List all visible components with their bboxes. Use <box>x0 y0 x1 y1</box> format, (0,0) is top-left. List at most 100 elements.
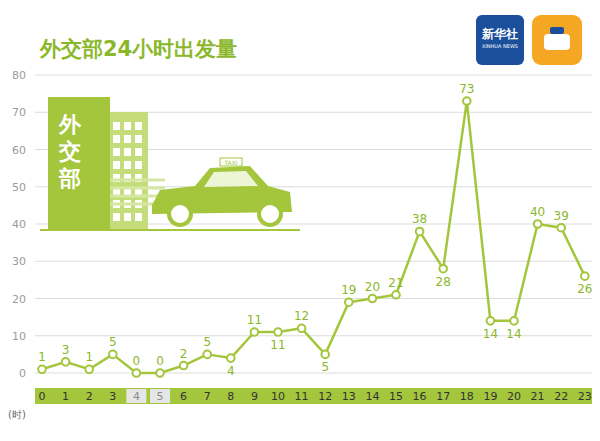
x-tick-label: 5 <box>157 390 164 403</box>
x-tick-label: 2 <box>86 390 93 403</box>
data-label: 5 <box>109 335 117 349</box>
y-tick-label: 40 <box>12 218 26 231</box>
x-tick-label: 17 <box>436 390 450 403</box>
marker <box>85 365 93 373</box>
data-label: 5 <box>203 335 211 349</box>
x-tick-label: 14 <box>365 390 379 403</box>
marker <box>487 317 495 325</box>
data-label: 19 <box>341 283 356 297</box>
title: 外交部24小时出发量 <box>39 37 237 61</box>
speed-line <box>110 187 165 190</box>
taxi-sign-text: TAXI <box>223 159 237 166</box>
marker <box>203 351 211 359</box>
marker <box>62 358 70 366</box>
window <box>124 161 131 169</box>
x-tick-label: 4 <box>133 390 140 403</box>
line <box>42 101 585 373</box>
marker <box>581 272 589 280</box>
y-tick-label: 60 <box>12 144 26 157</box>
data-label: 12 <box>294 309 309 323</box>
building-label: 部 <box>58 166 81 191</box>
marker <box>369 295 377 303</box>
x-axis-label: (时) <box>8 409 26 420</box>
window <box>113 148 120 156</box>
building <box>48 97 110 230</box>
marker <box>392 291 400 299</box>
data-label: 28 <box>436 275 451 289</box>
marker <box>463 97 471 105</box>
marker <box>133 369 141 377</box>
data-label: 4 <box>227 364 235 378</box>
chart: 01020304050607080外交部24小时出发量外交部TAXI新华社XIN… <box>0 0 600 441</box>
marker <box>156 369 164 377</box>
x-tick-label: 12 <box>318 390 332 403</box>
data-label: 2 <box>180 347 188 361</box>
data-label: 38 <box>412 212 427 226</box>
y-tick-label: 0 <box>19 367 26 380</box>
taxi-app-icon <box>544 34 570 50</box>
marker <box>534 220 542 228</box>
window <box>124 148 131 156</box>
data-label: 14 <box>483 327 498 341</box>
data-label: 21 <box>388 276 403 290</box>
marker <box>180 362 188 370</box>
x-tick-label: 23 <box>578 390 592 403</box>
x-tick-label: 10 <box>271 390 285 403</box>
x-tick-label: 13 <box>342 390 356 403</box>
y-tick-label: 10 <box>12 330 26 343</box>
taxi-app-logo <box>532 15 582 65</box>
data-label: 5 <box>321 360 329 374</box>
xinhua-logo <box>476 15 524 65</box>
window <box>124 135 131 143</box>
x-tick-label: 16 <box>413 390 427 403</box>
x-tick-label: 15 <box>389 390 403 403</box>
x-tick-label: 19 <box>483 390 497 403</box>
data-label: 40 <box>530 205 545 219</box>
ground <box>40 229 300 231</box>
window <box>135 148 142 156</box>
x-tick-bg <box>150 389 170 403</box>
marker <box>109 351 117 359</box>
marker <box>416 228 424 236</box>
window <box>135 213 142 221</box>
x-tick-label: 3 <box>109 390 116 403</box>
y-tick-label: 70 <box>12 106 26 119</box>
x-tick-label: 18 <box>460 390 474 403</box>
y-tick-label: 50 <box>12 181 26 194</box>
data-label: 3 <box>62 343 70 357</box>
x-tick-bg <box>126 389 146 403</box>
window <box>135 122 142 130</box>
grid-line <box>35 373 592 374</box>
marker <box>321 351 329 359</box>
x-tick-label: 1 <box>62 390 69 403</box>
window <box>113 135 120 143</box>
window <box>135 161 142 169</box>
data-label: 39 <box>554 209 569 223</box>
data-label: 11 <box>247 313 262 327</box>
xinhua-logo-subtext: XINHUA NEWS <box>482 43 518 49</box>
data-label: 0 <box>156 354 164 368</box>
window <box>113 161 120 169</box>
x-tick-label: 11 <box>295 390 309 403</box>
x-tick-label: 9 <box>251 390 258 403</box>
y-tick-label: 80 <box>12 69 26 82</box>
window <box>113 122 120 130</box>
x-tick-label: 7 <box>204 390 211 403</box>
taxi-app-icon <box>550 27 564 34</box>
speed-line <box>110 179 165 182</box>
window <box>124 122 131 130</box>
taxi-window <box>204 171 258 187</box>
plot-area <box>38 97 588 377</box>
xinhua-logo-text: 新华社 <box>481 27 518 41</box>
x-axis-band <box>35 388 592 404</box>
window <box>113 213 120 221</box>
x-tick-label: 8 <box>227 390 234 403</box>
marker <box>298 325 306 333</box>
x-tick-label: 6 <box>180 390 187 403</box>
marker <box>38 365 46 373</box>
y-tick-label: 20 <box>12 293 26 306</box>
taxi-sign <box>220 158 242 166</box>
x-tick-label: 21 <box>531 390 545 403</box>
data-label: 1 <box>38 350 46 364</box>
marker <box>345 298 353 306</box>
